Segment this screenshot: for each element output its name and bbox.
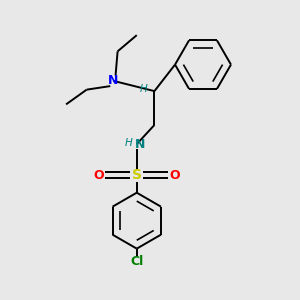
Text: O: O	[93, 169, 104, 182]
Text: O: O	[170, 169, 180, 182]
Text: N: N	[135, 138, 146, 151]
Text: H: H	[140, 84, 148, 94]
Text: Cl: Cl	[130, 254, 143, 268]
Text: H: H	[124, 138, 132, 148]
Text: S: S	[132, 168, 142, 182]
Text: N: N	[108, 74, 119, 87]
